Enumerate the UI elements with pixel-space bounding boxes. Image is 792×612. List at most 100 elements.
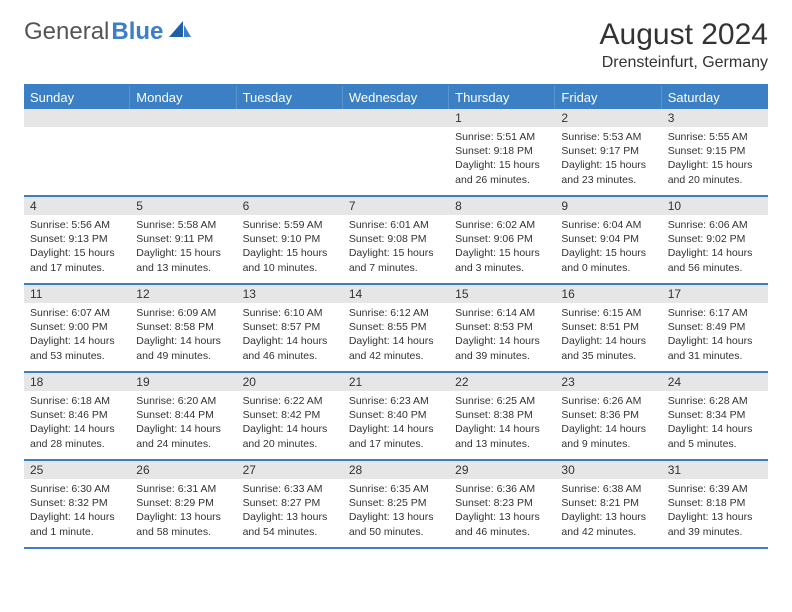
day-info: Sunrise: 6:02 AMSunset: 9:06 PMDaylight:… [449, 215, 555, 279]
logo: GeneralBlue [24, 18, 191, 46]
calendar-cell: 4Sunrise: 5:56 AMSunset: 9:13 PMDaylight… [24, 197, 130, 283]
day-sunset: Sunset: 8:18 PM [668, 496, 762, 510]
day-header: Wednesday [343, 86, 449, 109]
calendar-week: 4Sunrise: 5:56 AMSunset: 9:13 PMDaylight… [24, 197, 768, 285]
day-sunset: Sunset: 9:11 PM [136, 232, 230, 246]
day-number: 8 [449, 197, 555, 215]
day-daylight1: Daylight: 14 hours [349, 422, 443, 436]
day-sunset: Sunset: 9:08 PM [349, 232, 443, 246]
day-sunrise: Sunrise: 6:23 AM [349, 394, 443, 408]
day-sunrise: Sunrise: 6:26 AM [561, 394, 655, 408]
day-sunrise: Sunrise: 6:17 AM [668, 306, 762, 320]
day-daylight2: and 50 minutes. [349, 525, 443, 539]
calendar-cell: 20Sunrise: 6:22 AMSunset: 8:42 PMDayligh… [237, 373, 343, 459]
day-number: 23 [555, 373, 661, 391]
day-daylight1: Daylight: 15 hours [455, 246, 549, 260]
day-info: Sunrise: 6:10 AMSunset: 8:57 PMDaylight:… [237, 303, 343, 367]
calendar-week: 18Sunrise: 6:18 AMSunset: 8:46 PMDayligh… [24, 373, 768, 461]
day-sunset: Sunset: 8:57 PM [243, 320, 337, 334]
day-sunrise: Sunrise: 5:56 AM [30, 218, 124, 232]
day-info: Sunrise: 6:36 AMSunset: 8:23 PMDaylight:… [449, 479, 555, 543]
day-daylight1: Daylight: 13 hours [349, 510, 443, 524]
day-sunrise: Sunrise: 5:58 AM [136, 218, 230, 232]
day-sunrise: Sunrise: 6:38 AM [561, 482, 655, 496]
day-sunset: Sunset: 9:10 PM [243, 232, 337, 246]
calendar-cell: 17Sunrise: 6:17 AMSunset: 8:49 PMDayligh… [662, 285, 768, 371]
day-number: 16 [555, 285, 661, 303]
day-number: 1 [449, 109, 555, 127]
day-number: 3 [662, 109, 768, 127]
day-sunset: Sunset: 8:36 PM [561, 408, 655, 422]
day-daylight2: and 17 minutes. [349, 437, 443, 451]
day-sunset: Sunset: 8:42 PM [243, 408, 337, 422]
day-daylight1: Daylight: 13 hours [243, 510, 337, 524]
day-daylight1: Daylight: 14 hours [668, 246, 762, 260]
day-sunset: Sunset: 8:27 PM [243, 496, 337, 510]
day-sunset: Sunset: 8:25 PM [349, 496, 443, 510]
day-sunrise: Sunrise: 6:04 AM [561, 218, 655, 232]
day-sunset: Sunset: 9:18 PM [455, 144, 549, 158]
calendar-cell: 28Sunrise: 6:35 AMSunset: 8:25 PMDayligh… [343, 461, 449, 547]
day-daylight2: and 54 minutes. [243, 525, 337, 539]
day-number [343, 109, 449, 127]
day-sunset: Sunset: 9:13 PM [30, 232, 124, 246]
calendar-cell [343, 109, 449, 195]
calendar-cell: 30Sunrise: 6:38 AMSunset: 8:21 PMDayligh… [555, 461, 661, 547]
calendar-cell: 1Sunrise: 5:51 AMSunset: 9:18 PMDaylight… [449, 109, 555, 195]
day-daylight2: and 58 minutes. [136, 525, 230, 539]
day-info: Sunrise: 6:18 AMSunset: 8:46 PMDaylight:… [24, 391, 130, 455]
day-sunset: Sunset: 8:55 PM [349, 320, 443, 334]
month-title: August 2024 [600, 18, 768, 52]
calendar-cell: 27Sunrise: 6:33 AMSunset: 8:27 PMDayligh… [237, 461, 343, 547]
day-sunset: Sunset: 8:53 PM [455, 320, 549, 334]
day-number: 25 [24, 461, 130, 479]
day-info: Sunrise: 6:22 AMSunset: 8:42 PMDaylight:… [237, 391, 343, 455]
day-number: 26 [130, 461, 236, 479]
day-daylight1: Daylight: 13 hours [455, 510, 549, 524]
day-sunset: Sunset: 8:21 PM [561, 496, 655, 510]
day-sunset: Sunset: 9:17 PM [561, 144, 655, 158]
day-daylight2: and 13 minutes. [136, 261, 230, 275]
calendar-cell: 31Sunrise: 6:39 AMSunset: 8:18 PMDayligh… [662, 461, 768, 547]
day-daylight1: Daylight: 15 hours [243, 246, 337, 260]
day-sunrise: Sunrise: 5:59 AM [243, 218, 337, 232]
day-number: 5 [130, 197, 236, 215]
day-number: 20 [237, 373, 343, 391]
calendar-cell: 6Sunrise: 5:59 AMSunset: 9:10 PMDaylight… [237, 197, 343, 283]
page-header: GeneralBlue August 2024 Drensteinfurt, G… [24, 18, 768, 72]
day-info: Sunrise: 5:51 AMSunset: 9:18 PMDaylight:… [449, 127, 555, 191]
calendar-cell: 25Sunrise: 6:30 AMSunset: 8:32 PMDayligh… [24, 461, 130, 547]
calendar-cell: 23Sunrise: 6:26 AMSunset: 8:36 PMDayligh… [555, 373, 661, 459]
day-daylight2: and 49 minutes. [136, 349, 230, 363]
calendar-cell: 21Sunrise: 6:23 AMSunset: 8:40 PMDayligh… [343, 373, 449, 459]
logo-sail-icon [169, 21, 191, 44]
day-header: Monday [130, 86, 236, 109]
day-daylight2: and 56 minutes. [668, 261, 762, 275]
day-daylight2: and 28 minutes. [30, 437, 124, 451]
calendar-cell: 26Sunrise: 6:31 AMSunset: 8:29 PMDayligh… [130, 461, 236, 547]
day-sunrise: Sunrise: 6:10 AM [243, 306, 337, 320]
day-sunset: Sunset: 8:34 PM [668, 408, 762, 422]
day-sunrise: Sunrise: 6:39 AM [668, 482, 762, 496]
day-sunrise: Sunrise: 6:12 AM [349, 306, 443, 320]
day-header: Thursday [449, 86, 555, 109]
day-sunset: Sunset: 9:04 PM [561, 232, 655, 246]
calendar-cell: 29Sunrise: 6:36 AMSunset: 8:23 PMDayligh… [449, 461, 555, 547]
day-sunset: Sunset: 9:00 PM [30, 320, 124, 334]
day-number: 27 [237, 461, 343, 479]
day-daylight2: and 53 minutes. [30, 349, 124, 363]
day-number [24, 109, 130, 127]
day-daylight2: and 24 minutes. [136, 437, 230, 451]
day-info: Sunrise: 6:04 AMSunset: 9:04 PMDaylight:… [555, 215, 661, 279]
day-sunset: Sunset: 8:46 PM [30, 408, 124, 422]
day-daylight1: Daylight: 15 hours [455, 158, 549, 172]
day-info: Sunrise: 6:38 AMSunset: 8:21 PMDaylight:… [555, 479, 661, 543]
day-daylight1: Daylight: 14 hours [455, 422, 549, 436]
day-info: Sunrise: 6:09 AMSunset: 8:58 PMDaylight:… [130, 303, 236, 367]
day-number: 14 [343, 285, 449, 303]
day-info: Sunrise: 6:35 AMSunset: 8:25 PMDaylight:… [343, 479, 449, 543]
day-daylight2: and 26 minutes. [455, 173, 549, 187]
day-sunset: Sunset: 8:49 PM [668, 320, 762, 334]
day-daylight2: and 35 minutes. [561, 349, 655, 363]
day-daylight1: Daylight: 15 hours [30, 246, 124, 260]
